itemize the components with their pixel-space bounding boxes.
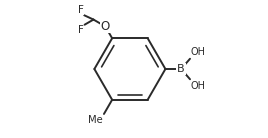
Text: F: F — [78, 5, 84, 15]
Text: O: O — [101, 20, 110, 33]
Text: OH: OH — [191, 81, 206, 91]
Text: OH: OH — [191, 47, 206, 57]
Text: B: B — [177, 64, 185, 74]
Text: F: F — [78, 25, 84, 35]
Text: Me: Me — [88, 115, 103, 125]
